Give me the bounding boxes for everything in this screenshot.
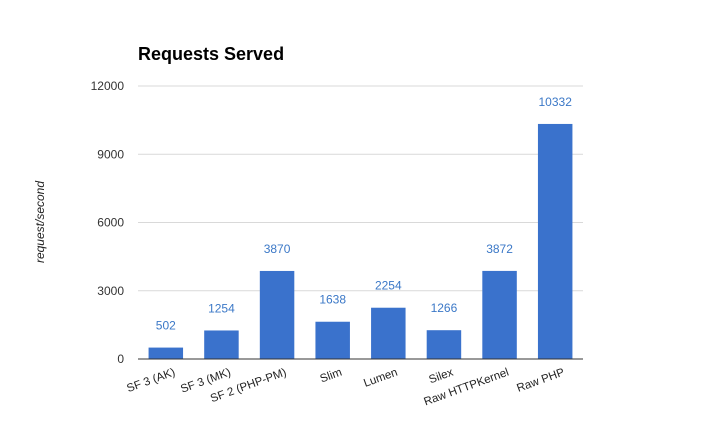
bar (315, 321, 350, 359)
bar (148, 347, 184, 359)
y-tick-label: 12000 (91, 79, 125, 93)
y-axis-label: request/second (33, 181, 47, 263)
y-tick-label: 3000 (97, 284, 124, 298)
x-tick-label: Lumen (362, 367, 399, 390)
data-label: 1638 (319, 293, 346, 307)
data-label: 10332 (539, 95, 573, 109)
bar (259, 270, 295, 359)
chart-title: Requests Served (138, 44, 284, 64)
gridlines (138, 85, 583, 292)
y-tick-label: 0 (117, 352, 124, 366)
bar (371, 307, 406, 359)
x-tick-label: SF 3 (AK) (125, 366, 177, 395)
data-label: 502 (156, 319, 176, 333)
y-tick-label: 6000 (97, 216, 124, 230)
data-label: 1254 (208, 301, 235, 315)
data-label: 3872 (486, 242, 513, 256)
x-tick-label: Slim (319, 367, 344, 386)
data-label: 3870 (264, 242, 291, 256)
bars (148, 123, 573, 360)
x-tick-label: Silex (427, 366, 455, 386)
bar (426, 330, 462, 359)
bar (482, 270, 517, 359)
y-axis-ticks: 0 3000 6000 9000 12000 (91, 79, 125, 366)
data-labels: 502 1254 3870 1638 2254 1266 3872 10332 (156, 95, 572, 333)
x-axis-ticks: SF 3 (AK) SF 3 (MK)SF 2 (PHP-PM) Slim Lumen… (125, 366, 566, 408)
data-label: 2254 (375, 279, 402, 293)
data-label: 1266 (431, 301, 458, 315)
x-tick-label: Raw PHP (515, 366, 566, 394)
y-tick-label: 9000 (97, 147, 124, 161)
bar (204, 330, 239, 359)
bar (537, 123, 573, 360)
